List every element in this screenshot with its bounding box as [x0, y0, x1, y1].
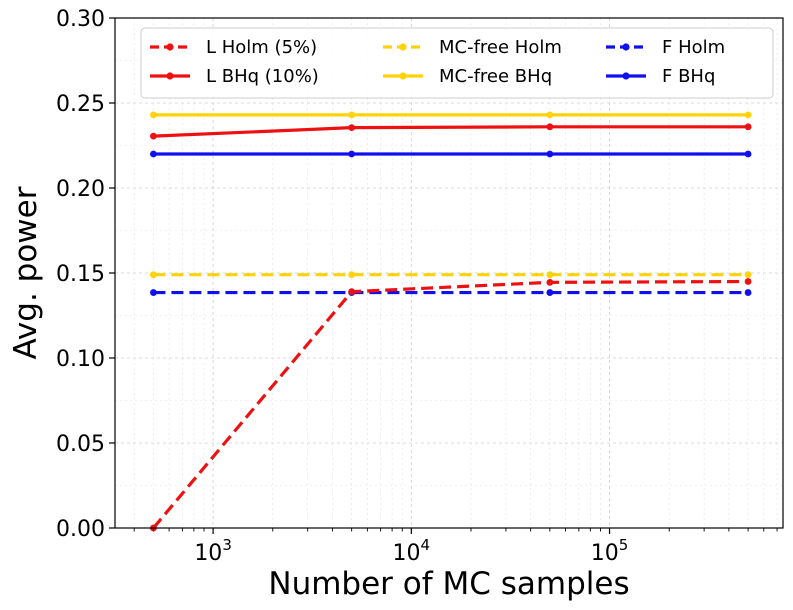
legend-marker-f-bhq	[622, 72, 630, 80]
series-point-f-holm	[744, 289, 752, 296]
y-tick-label: 0.10	[56, 347, 105, 372]
series-point-mc-free-holm	[744, 271, 752, 279]
x-tick-label: 105	[591, 536, 629, 566]
series-point-l-holm-5	[546, 278, 554, 286]
grid	[115, 17, 783, 529]
x-tick-label: 104	[393, 536, 431, 566]
legend: L Holm (5%) L BHq (10%) MC-free Holm MC-fre…	[140, 27, 774, 99]
x-axis-label: Number of MC samples	[268, 566, 629, 602]
axis-ticks: 0.00 0.05 0.10 0.15 0.20 0.25 0.30 103 104 105	[56, 7, 778, 566]
series-point-mc-free-bhq	[150, 111, 157, 119]
series-group	[150, 111, 752, 532]
legend-marker-mc-free-bhq	[399, 72, 407, 80]
series-line-l-holm-5	[152, 279, 749, 530]
y-tick-label: 0.05	[56, 432, 105, 457]
series-line-l-bhq-10	[153, 125, 749, 138]
legend-label-mc-free-bhq: MC-free BHq	[439, 66, 552, 87]
series-point-mc-free-holm	[348, 271, 356, 279]
series-point-l-bhq-10	[348, 124, 356, 132]
series-point-mc-free-holm	[546, 271, 554, 279]
series-point-l-bhq-10	[744, 123, 752, 131]
legend-marker-l-holm-5	[166, 43, 174, 51]
legend-label-l-holm-5: L Holm (5%)	[206, 37, 317, 58]
x-tick-label: 103	[194, 536, 232, 566]
series-point-f-bhq	[744, 150, 752, 158]
legend-marker-mc-free-holm	[399, 43, 407, 51]
series-point-l-bhq-10	[150, 132, 157, 140]
series-point-l-bhq-10	[546, 123, 554, 131]
series-point-f-holm	[150, 289, 157, 296]
series-point-f-bhq	[546, 150, 554, 158]
legend-label-l-bhq-10: L BHq (10%)	[206, 66, 319, 87]
legend-label-f-holm: F Holm	[662, 37, 725, 58]
y-axis-label: Avg. power	[8, 186, 44, 359]
y-tick-label: 0.00	[56, 517, 105, 542]
legend-marker-l-bhq-10	[166, 72, 174, 80]
series-point-f-bhq	[150, 150, 157, 158]
y-tick-label: 0.20	[56, 177, 105, 202]
series-point-mc-free-bhq	[546, 111, 554, 119]
y-tick-label: 0.15	[56, 262, 105, 287]
y-tick-label: 0.25	[56, 92, 105, 117]
series-point-f-bhq	[348, 150, 356, 158]
series-point-mc-free-bhq	[744, 111, 752, 119]
legend-marker-f-holm	[622, 43, 630, 51]
y-tick-label: 0.30	[56, 7, 105, 32]
series-point-mc-free-bhq	[348, 111, 356, 119]
series-point-f-holm	[546, 289, 554, 296]
series-point-mc-free-holm	[150, 271, 157, 279]
series-point-l-holm-5	[744, 278, 752, 285]
legend-label-f-bhq: F BHq	[662, 66, 715, 87]
legend-label-mc-free-holm: MC-free Holm	[439, 37, 562, 58]
series-point-l-holm-5	[348, 288, 356, 296]
